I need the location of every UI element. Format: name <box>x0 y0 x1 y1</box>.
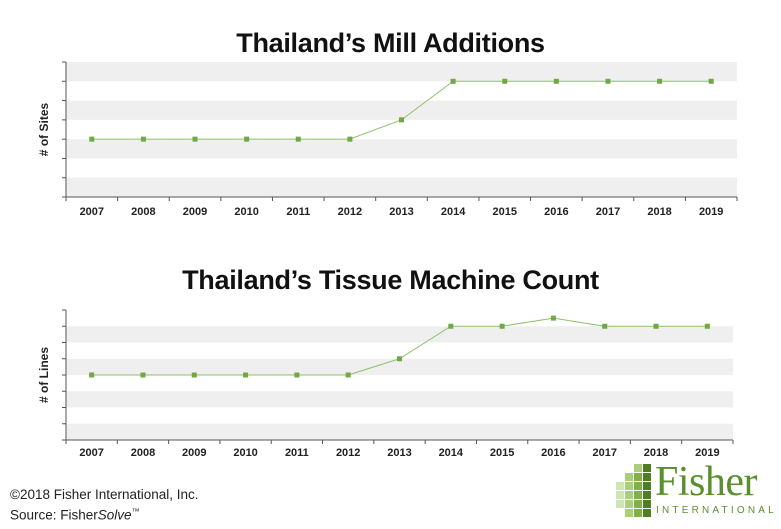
data-point <box>550 315 556 321</box>
data-point <box>295 136 301 142</box>
x-tick-label: 2013 <box>389 206 413 218</box>
chart-title: Thailand’s Tissue Machine Count <box>182 265 599 295</box>
grid-band <box>66 100 737 120</box>
data-point <box>499 323 505 329</box>
source-tm: ™ <box>131 507 140 516</box>
source-text: Source: FisherSolve™ <box>10 507 140 523</box>
x-tick-label: 2014 <box>439 447 464 459</box>
data-point <box>704 323 710 329</box>
data-point <box>397 356 402 362</box>
x-tick-label: 2012 <box>336 447 360 459</box>
data-point <box>502 78 508 84</box>
x-tick-label: 2016 <box>544 206 568 218</box>
logo-mark-icon <box>616 464 651 517</box>
x-tick-label: 2013 <box>387 447 411 459</box>
x-tick-label: 2008 <box>131 206 155 218</box>
logo-subtitle: INTERNATIONAL <box>656 505 777 516</box>
x-tick-label: 2010 <box>233 447 257 459</box>
data-point <box>450 78 456 84</box>
data-point <box>89 372 95 378</box>
x-tick-label: 2015 <box>492 206 516 218</box>
fisher-logo: Fisher INTERNATIONAL <box>612 459 777 524</box>
x-tick-label: 2016 <box>541 447 565 459</box>
x-tick-label: 2019 <box>695 447 719 459</box>
x-tick-label: 2017 <box>592 447 616 459</box>
source-italic: Solve <box>97 507 132 523</box>
data-point <box>192 136 198 142</box>
data-point <box>605 78 611 84</box>
data-point <box>553 78 559 84</box>
y-axis-label: # of Lines <box>37 347 51 403</box>
data-point <box>140 136 146 142</box>
data-point <box>347 136 353 142</box>
x-tick-label: 2014 <box>441 206 466 218</box>
chart-title: Thailand’s Mill Additions <box>236 28 545 58</box>
x-tick-label: 2011 <box>286 206 310 218</box>
x-tick-label: 2007 <box>79 447 103 459</box>
data-point <box>89 136 95 142</box>
data-point <box>243 372 249 378</box>
x-tick-label: 2015 <box>490 447 514 459</box>
grid-band <box>66 423 733 440</box>
data-point <box>399 117 404 123</box>
x-tick-label: 2012 <box>338 206 362 218</box>
grid-band <box>66 62 737 82</box>
grid-band <box>66 391 733 408</box>
x-tick-label: 2018 <box>647 206 671 218</box>
data-point <box>602 323 608 329</box>
data-point <box>294 372 300 378</box>
grid-band <box>66 139 737 159</box>
x-tick-label: 2010 <box>234 206 258 218</box>
x-tick-label: 2009 <box>183 206 207 218</box>
data-point <box>653 323 659 329</box>
grid-band <box>66 358 733 375</box>
x-tick-label: 2008 <box>131 447 155 459</box>
source-prefix: Source: Fisher <box>10 507 98 523</box>
x-tick-label: 2007 <box>80 206 104 218</box>
chart-mill-additions: Thailand’s Mill Additions 2007 2008 2009 20… <box>0 0 781 225</box>
copyright-text: ©2018 Fisher International, Inc. <box>10 487 199 502</box>
data-point <box>191 372 197 378</box>
x-tick-label: 2019 <box>699 206 723 218</box>
data-point <box>345 372 351 378</box>
logo-wordmark: Fisher <box>655 459 758 505</box>
x-tick-label: 2018 <box>644 447 668 459</box>
grid-band <box>66 177 737 197</box>
grid-band <box>66 326 733 343</box>
x-tick-label: 2011 <box>285 447 309 459</box>
x-tick-label: 2017 <box>596 206 620 218</box>
data-point <box>708 78 714 84</box>
plot-area: 2007 2008 2009 2010 2011 2012 2013 2014 2015 2016… <box>37 61 738 218</box>
x-tick-label: 2009 <box>182 447 206 459</box>
data-point <box>448 323 454 329</box>
plot-area: 2007 2008 2009 2010 2011 2012 2013 2014 2015 2016… <box>37 309 734 459</box>
data-point <box>657 78 663 84</box>
data-point <box>140 372 146 378</box>
chart-tissue-machine-count: Thailand’s Tissue Machine Count 2007 2008… <box>37 265 734 459</box>
y-axis-label: # of Sites <box>37 103 51 157</box>
data-point <box>244 136 250 142</box>
